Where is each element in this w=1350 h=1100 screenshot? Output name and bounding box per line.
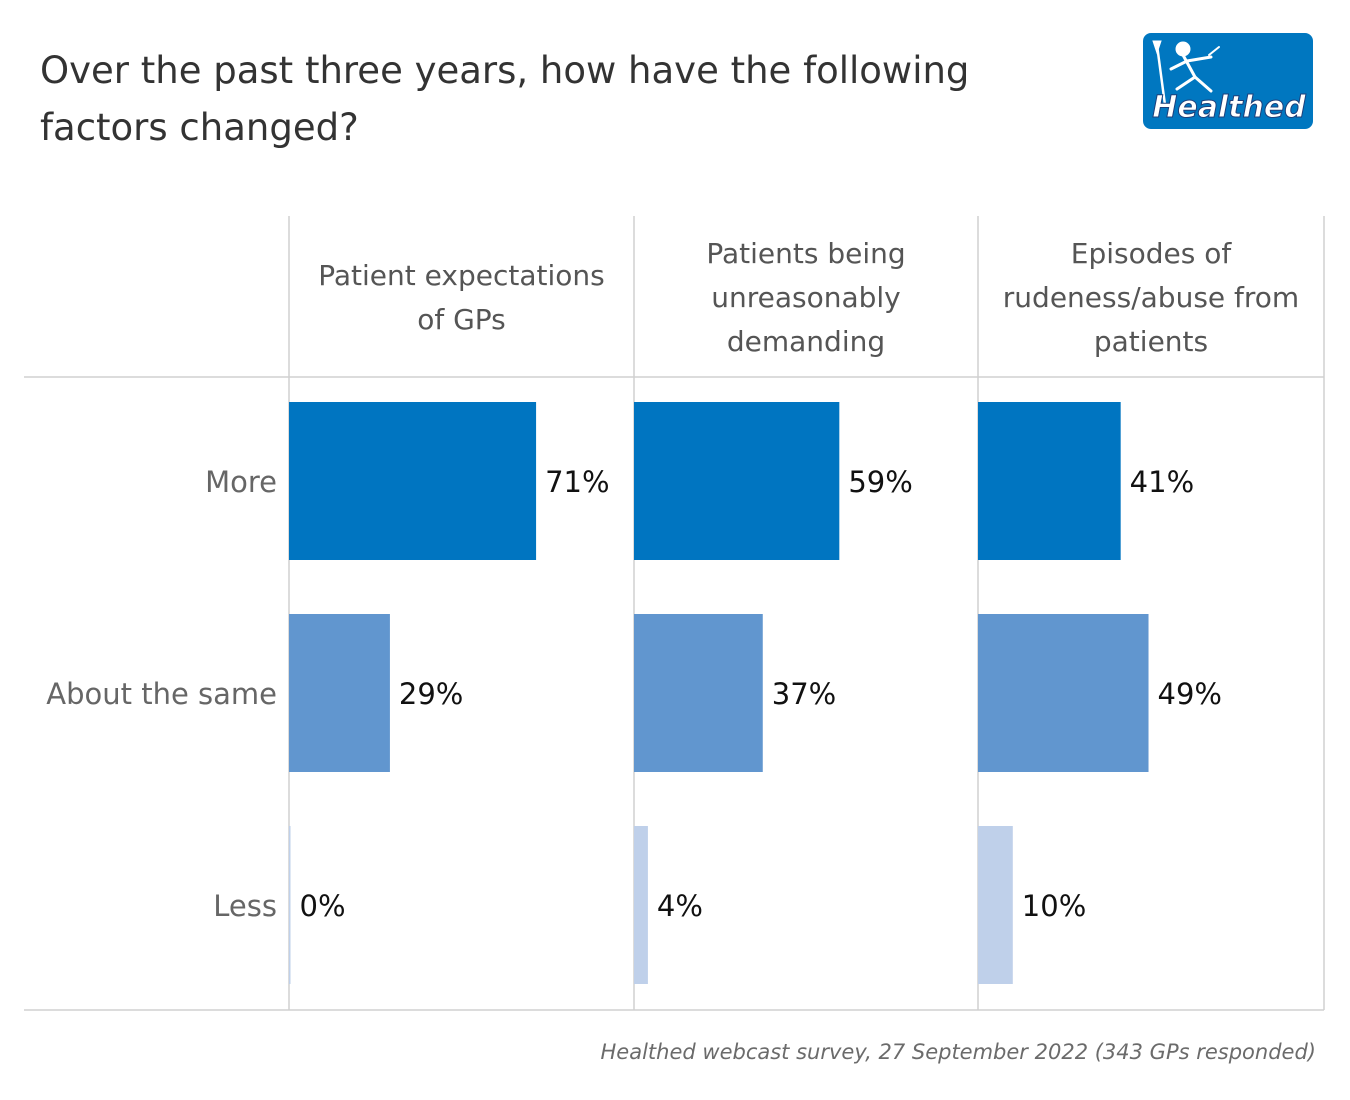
- bar-panel-2-more: [634, 402, 840, 560]
- panel-header-3-line-1: Episodes of: [1071, 237, 1233, 270]
- bar-panel-1-less: [289, 826, 291, 984]
- value-label-panel-1-more: 71%: [545, 465, 609, 499]
- hermes-figure-icon: [1152, 40, 1220, 107]
- value-label-panel-2-more: 59%: [848, 465, 912, 499]
- logo-wordmark: Healthed: [1152, 90, 1306, 125]
- value-label-panel-1-less: 0%: [300, 889, 346, 923]
- panel-header-3-line-2: rudeness/abuse from: [1003, 281, 1299, 314]
- logo-background: [1143, 33, 1313, 129]
- panel-header-1-line-2: of GPs: [417, 303, 506, 336]
- value-label-panel-3-less: 10%: [1022, 889, 1086, 923]
- value-label-panel-3-about-the-same: 49%: [1158, 677, 1222, 711]
- bar-panel-2-less: [634, 826, 648, 984]
- row-label-more: More: [205, 465, 277, 499]
- panel-header-1-line-1: Patient expectations: [318, 259, 604, 292]
- bar-panel-1-about-the-same: [289, 614, 390, 772]
- panel-header-2-line-2: unreasonably: [711, 281, 901, 314]
- row-label-less: Less: [213, 889, 277, 923]
- value-label-panel-2-less: 4%: [657, 889, 703, 923]
- chart-title: Over the past three years, how have the …: [40, 49, 970, 149]
- healthed-logo-graphic: Healthed: [1143, 33, 1313, 129]
- value-label-panel-2-about-the-same: 37%: [772, 677, 836, 711]
- bar-panel-1-more: [289, 402, 537, 560]
- value-label-panel-3-more: 41%: [1130, 465, 1194, 499]
- row-label-about-the-same: About the same: [46, 677, 277, 711]
- panel-header-2-line-1: Patients being: [706, 237, 905, 270]
- chart-area: Patient expectations of GPs Patients being…: [24, 216, 1325, 1011]
- bar-panel-3-about-the-same: [978, 614, 1149, 772]
- bar-panel-3-less: [978, 826, 1013, 984]
- bar-panel-2-about-the-same: [634, 614, 763, 772]
- source-note: Healthed webcast survey, 27 September 20…: [600, 1040, 1316, 1064]
- healthed-logo: Healthed: [1143, 33, 1313, 129]
- bar-panel-3-more: [978, 402, 1121, 560]
- panel-header-2-line-3: demanding: [727, 325, 885, 358]
- value-label-panel-1-about-the-same: 29%: [399, 677, 463, 711]
- panel-header-3-line-3: patients: [1094, 325, 1208, 358]
